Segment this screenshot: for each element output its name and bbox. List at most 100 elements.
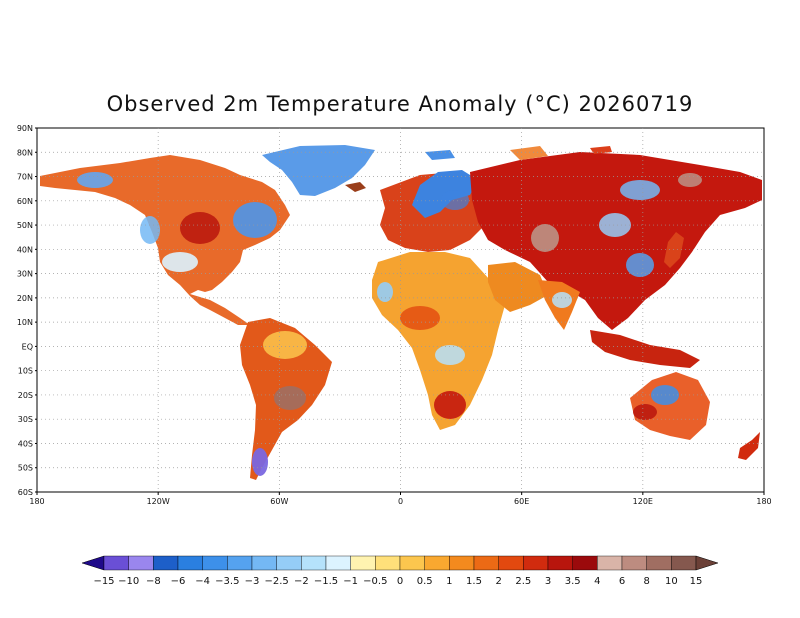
lat-label: 30N (17, 270, 33, 279)
lat-label: 40S (18, 439, 33, 448)
colorbar-label: −10 (118, 576, 139, 587)
patch-cold-sahara (377, 282, 393, 302)
longitude-labels: 180 120W 60W 0 60E 120E 180 (29, 492, 772, 506)
lon-label: 180 (29, 497, 44, 506)
graticule (37, 128, 764, 492)
colorbar-label: −6 (171, 576, 186, 587)
colorbar-swatch (153, 555, 179, 571)
colorbar-label: −0.5 (363, 576, 387, 587)
landmass-new-zealand (738, 432, 760, 460)
colorbar-label: 2 (495, 576, 501, 587)
colorbar-label: 4 (594, 576, 600, 587)
patch-cold-east-china (626, 253, 654, 277)
colorbar-swatch (251, 555, 277, 571)
landmass-asia (470, 152, 762, 330)
lat-label: 70N (17, 173, 33, 182)
colorbar-swatch (547, 555, 573, 571)
colorbar-label: −4 (195, 576, 210, 587)
patch-hot-brazil (274, 386, 306, 410)
colorbar-swatch (301, 555, 327, 571)
landmass-arctic-islands (425, 150, 455, 160)
lon-label: 120E (633, 497, 653, 506)
patch-cold-patagonia (252, 448, 268, 476)
lat-label: 20N (17, 294, 33, 303)
colorbar-swatch (621, 555, 647, 571)
landmass-africa (372, 252, 505, 430)
patch-cold-india-north (552, 292, 572, 308)
patch-cold-eastern-europe (441, 190, 469, 210)
colorbar-label: −15 (93, 576, 114, 587)
colorbar-label: 0.5 (417, 576, 433, 587)
map-title: Observed 2m Temperature Anomaly (°C) 202… (106, 92, 694, 116)
colorbar-swatch (646, 555, 672, 571)
patch-cold-siberia (620, 180, 660, 200)
lon-label: 60E (514, 497, 529, 506)
patch-extreme-siberia (678, 173, 702, 187)
lat-label: EQ (22, 342, 33, 351)
lat-label: 20S (18, 391, 33, 400)
colorbar-swatch (325, 555, 351, 571)
patch-cold-eastern-canada (233, 202, 277, 238)
colorbar-label: −3 (245, 576, 260, 587)
colorbar-swatch (572, 555, 598, 571)
colorbar-swatch (375, 555, 401, 571)
colorbar-label: 2.5 (515, 576, 531, 587)
patch-cold-pacific-nw (140, 216, 160, 244)
colorbar-swatch (227, 555, 253, 571)
colorbar-swatch (473, 555, 499, 571)
patch-cool-us-south (162, 252, 198, 272)
colorbar-swatch (177, 555, 203, 571)
colorbar-label: 3 (545, 576, 551, 587)
colorbar-swatch (523, 555, 549, 571)
colorbar-swatch (597, 555, 623, 571)
lon-label: 120W (147, 497, 170, 506)
colorbar-label: 0 (397, 576, 403, 587)
patch-hot-south-africa (434, 391, 466, 419)
lat-label: 50N (17, 221, 33, 230)
lon-label: 180 (756, 497, 771, 506)
patch-extreme-central-asia (531, 224, 559, 252)
lat-label: 50S (18, 464, 33, 473)
lat-label: 80N (17, 148, 33, 157)
colorbar-high-arrow (695, 555, 719, 571)
anomaly-patches (77, 172, 702, 476)
lat-label: 60S (18, 488, 33, 497)
landmass-north-america (40, 155, 290, 325)
lat-label: 40N (17, 245, 33, 254)
patch-hot-west-australia (633, 404, 657, 420)
patch-cold-alaska (77, 172, 113, 188)
colorbar-swatch (424, 555, 450, 571)
colorbar-label: −1 (343, 576, 358, 587)
colorbar: −15 −10 −8 −6 −4 −3.5 −3 −2.5 −2 −1.5 −1 −0.5 0 0.5 1 1… (81, 555, 719, 587)
lat-label: 10S (18, 367, 33, 376)
colorbar-swatch (350, 555, 376, 571)
colorbar-label: −1.5 (314, 576, 338, 587)
colorbar-swatch (276, 555, 302, 571)
landmass-maritime-se-asia (590, 330, 700, 368)
colorbar-label: −2.5 (265, 576, 289, 587)
landmass-australia (630, 372, 710, 440)
patch-cool-congo (435, 345, 465, 365)
patch-hot-canada (180, 212, 220, 244)
landmass-iceland (345, 182, 366, 192)
landmass-arabia (488, 262, 548, 312)
colorbar-label: −2 (294, 576, 309, 587)
colorbar-swatch (202, 555, 228, 571)
colorbar-label: 15 (690, 576, 703, 587)
colorbar-label: 10 (665, 576, 678, 587)
colorbar-label: −8 (146, 576, 161, 587)
colorbar-swatch (671, 555, 697, 571)
patch-warm-amazon (263, 331, 307, 359)
colorbar-swatch (399, 555, 425, 571)
landmass-greenland (262, 145, 375, 196)
colorbar-swatch (128, 555, 154, 571)
lat-label: 10N (17, 318, 33, 327)
colorbar-label: 1 (446, 576, 452, 587)
colorbar-label: 6 (619, 576, 625, 587)
colorbar-label: −3.5 (215, 576, 239, 587)
colorbar-label: 1.5 (466, 576, 482, 587)
colorbar-label: 3.5 (565, 576, 581, 587)
lat-label: 30S (18, 415, 33, 424)
patch-cold-mongolia (599, 213, 631, 237)
